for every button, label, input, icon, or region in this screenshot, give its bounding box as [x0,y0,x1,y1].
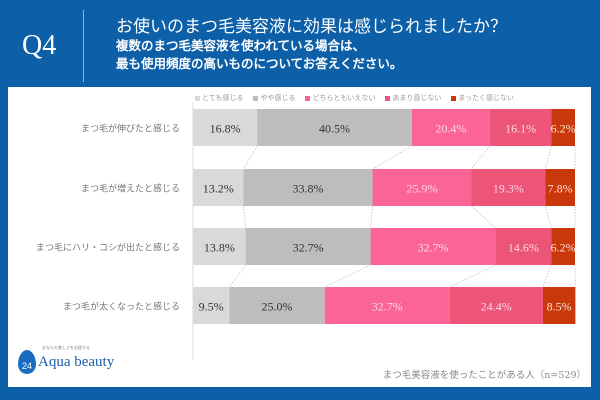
data-label: 25.0% [262,300,293,314]
row-label: まつ毛が増えたと感じる [80,184,180,194]
connector-line [372,145,413,170]
connector-line [449,264,496,288]
data-label: 20.4% [435,122,466,136]
logo-text: Aqua beauty [38,353,115,370]
question-title: お使いのまつ毛美容液に効果は感じられましたか？ [116,17,507,37]
sample-note: まつ毛美容液を使ったことがある人（n=529） [382,370,586,381]
connector-line [544,145,552,170]
legend-swatch [253,95,259,101]
bar-segment [193,169,244,206]
data-label: 13.2% [203,182,234,196]
bar-segment [542,287,576,324]
bar-segment [193,109,258,146]
legend-label: とても感じる [202,94,244,102]
data-label: 25.9% [407,182,438,196]
legend-item: やや感じる [253,93,295,103]
row-label: まつ毛が伸びたと感じる [80,124,180,134]
bar-segment [324,287,450,324]
data-label: 32.7% [372,300,403,314]
bar-segment [243,169,373,206]
bar-segment [370,228,496,265]
subtitle-line-1: 複数のまつ毛美容液を使われている場合は、 [116,38,366,53]
legend-label: あまり感じない [392,94,442,102]
data-label: 24.4% [481,300,512,314]
row-label: まつ毛にハリ・コシが出たと感じる [35,243,180,253]
question-subtitle: 複数のまつ毛美容液を使われている場合は、 最も使用頻度の高いものについてお答えく… [116,37,402,73]
bar-segment [411,109,490,146]
data-label: 7.8% [548,182,573,196]
data-label: 40.5% [319,122,350,136]
data-label: 16.1% [505,122,536,136]
bar-segment [545,169,575,206]
data-label: 33.8% [292,182,323,196]
connector-line [471,145,491,170]
bar-segment [193,228,246,265]
connector-line [370,205,373,229]
subtitle-line-2: 最も使用頻度の高いものについてお答えください。 [116,56,403,71]
bar-segment [551,109,575,146]
data-label: 13.8% [204,241,235,255]
legend-item: まったく感じない [451,93,514,103]
legend: とても感じる やや感じる どちらともいえない あまり感じない まったく感じない [195,93,514,103]
legend-swatch [195,95,200,101]
bar-segment [372,169,472,206]
bar-segment [449,287,543,324]
bar-segment [551,228,575,265]
legend-label: まったく感じない [458,94,515,102]
connector-line [229,264,246,288]
data-label: 6.2% [551,122,576,136]
legend-label: やや感じる [260,94,296,102]
bar-segment [245,228,371,265]
connector-line [471,205,496,229]
connector-line [324,264,371,288]
legend-item: どちらともいえない [305,93,375,103]
legend-item: あまり感じない [385,93,441,103]
data-label: 8.5% [547,300,572,314]
data-label: 19.3% [493,182,524,196]
brand-logo: 24 Aqua beauty あなたの美しさを応援する [18,345,115,374]
logo-tagline: あなたの美しさを応援する [42,345,90,350]
connector-line [542,264,552,288]
data-label: 6.2% [551,241,576,255]
data-label: 9.5% [199,300,224,314]
bar-segment [193,287,230,324]
legend-item: とても感じる [195,93,243,103]
data-label: 32.7% [293,241,324,255]
bar-segment [471,169,546,206]
data-label: 32.7% [418,241,449,255]
connector-line [243,145,258,170]
question-number: Q4 [22,30,57,61]
data-label: 16.8% [210,122,241,136]
legend-label: どちらともいえない [312,94,376,102]
data-label: 14.6% [508,241,539,255]
bar-segment [489,109,552,146]
legend-swatch [385,95,391,101]
legend-swatch [451,95,457,101]
bar-segment [229,287,325,324]
row-label: まつ毛が太くなったと感じる [62,302,180,312]
bar-segment [257,109,412,146]
legend-swatch [305,95,311,101]
connector-line [243,205,247,229]
water-drop-icon: 24 [18,350,36,374]
connector-line [544,205,552,229]
divider [83,10,84,82]
bar-segment [495,228,552,265]
